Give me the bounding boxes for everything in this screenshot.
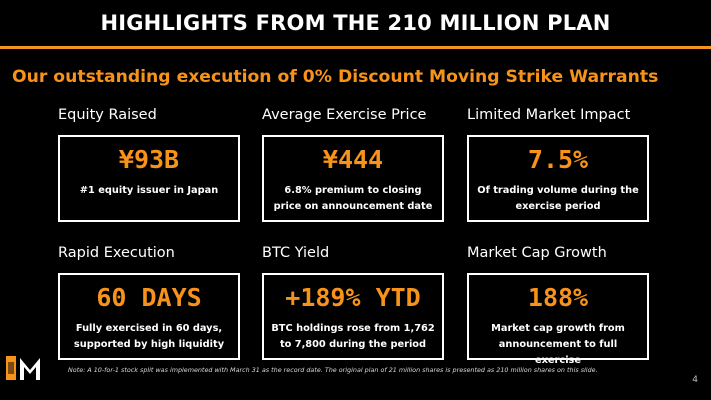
accent-divider [0, 46, 711, 49]
metric-value: 7.5% [527, 145, 589, 174]
slide-title: HIGHLIGHTS FROM THE 210 MILLION PLAN [100, 11, 611, 35]
metric-description: BTC holdings rose from 1,762 to 7,800 du… [271, 323, 435, 350]
title-bar: HIGHLIGHTS FROM THE 210 MILLION PLAN [0, 0, 711, 46]
metric-description: Fully exercised in 60 days, supported by… [73, 323, 225, 350]
metric-label: Rapid Execution [58, 245, 175, 261]
metric-box: +189% YTD BTC holdings rose from 1,762 t… [262, 273, 444, 360]
metric-box: ¥93B #1 equity issuer in Japan [58, 135, 240, 222]
page-number: 4 [692, 375, 698, 385]
slide-subtitle: Our outstanding execution of 0% Discount… [12, 67, 659, 87]
metric-description: 6.8% premium to closing price on announc… [273, 185, 433, 212]
metric-description: #1 equity issuer in Japan [79, 185, 219, 196]
metric-label: Average Exercise Price [262, 107, 427, 123]
metric-label: Limited Market Impact [467, 107, 631, 123]
metric-value: 188% [527, 283, 589, 312]
metric-label: Market Cap Growth [467, 245, 607, 261]
metric-value: ¥444 [322, 145, 384, 174]
metric-description: Of trading volume during the exercise pe… [477, 185, 639, 212]
metric-description: Market cap growth from announcement to f… [491, 323, 625, 366]
company-logo-icon [6, 356, 48, 380]
footnote: Note: A 10-for-1 stock split was impleme… [68, 366, 598, 374]
metric-label: Equity Raised [58, 107, 157, 123]
metric-value: ¥93B [118, 145, 180, 174]
metric-label: BTC Yield [262, 245, 330, 261]
metric-box: 7.5% Of trading volume during the exerci… [467, 135, 649, 222]
metric-box: 60 DAYS Fully exercised in 60 days, supp… [58, 273, 240, 360]
metric-box: 188% Market cap growth from announcement… [467, 273, 649, 366]
metric-value: +189% YTD [285, 283, 421, 312]
metric-value: 60 DAYS [96, 283, 202, 312]
metric-box: ¥444 6.8% premium to closing price on an… [262, 135, 444, 222]
